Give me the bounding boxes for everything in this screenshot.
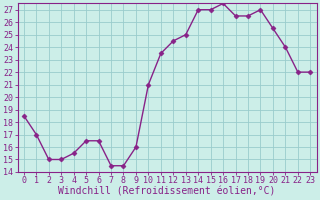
X-axis label: Windchill (Refroidissement éolien,°C): Windchill (Refroidissement éolien,°C) [58,187,276,197]
